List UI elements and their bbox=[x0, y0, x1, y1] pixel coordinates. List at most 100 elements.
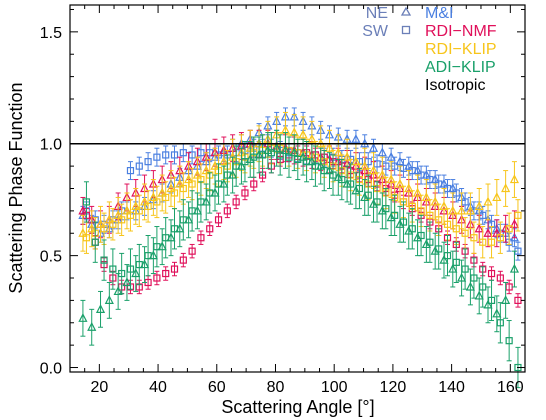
data-point-square bbox=[496, 319, 504, 327]
data-point-square bbox=[153, 198, 161, 206]
x-tick-label: 80 bbox=[267, 379, 285, 396]
data-point-triangle bbox=[404, 183, 414, 193]
data-point-square bbox=[82, 234, 91, 242]
data-point-square bbox=[373, 198, 381, 206]
data-point-square bbox=[126, 211, 135, 219]
data-point-square bbox=[223, 207, 231, 215]
data-point-triangle bbox=[289, 147, 299, 157]
data-point-triangle bbox=[131, 268, 141, 278]
data-point-square bbox=[417, 207, 425, 215]
data-point-square bbox=[355, 184, 364, 193]
data-point-triangle bbox=[360, 160, 370, 170]
data-point-square bbox=[373, 160, 381, 168]
x-tick-label: 140 bbox=[438, 379, 465, 396]
data-point-square bbox=[82, 198, 91, 206]
data-point-triangle bbox=[87, 321, 97, 331]
x-tick-label: 160 bbox=[497, 379, 524, 396]
legend-series-label: M&I bbox=[425, 5, 453, 22]
data-point-triangle bbox=[483, 227, 493, 237]
data-point-square bbox=[170, 265, 179, 273]
data-point-square bbox=[109, 265, 117, 273]
data-point-square bbox=[153, 153, 161, 161]
y-tick-label: 1.0 bbox=[40, 137, 62, 154]
data-point-triangle bbox=[404, 225, 414, 235]
data-point-triangle bbox=[280, 145, 291, 155]
data-point-square bbox=[461, 265, 469, 273]
data-point-square bbox=[514, 296, 522, 304]
data-point-square bbox=[496, 274, 504, 282]
data-point-triangle bbox=[439, 254, 449, 264]
data-point-triangle bbox=[412, 232, 423, 242]
data-point-triangle bbox=[448, 263, 458, 273]
data-point-triangle bbox=[483, 196, 493, 206]
data-point-triangle bbox=[412, 187, 423, 197]
y-tick-label: 1.5 bbox=[40, 25, 62, 42]
data-point-square bbox=[144, 202, 152, 211]
data-point-triangle bbox=[122, 277, 132, 287]
legend-triangle-marker bbox=[400, 6, 412, 16]
data-point-square bbox=[135, 207, 143, 215]
data-point-triangle bbox=[386, 174, 396, 184]
data-point-square bbox=[311, 162, 320, 170]
data-point-triangle bbox=[368, 198, 379, 208]
data-point-square bbox=[329, 171, 337, 179]
data-point-square bbox=[487, 269, 496, 278]
legend-series-label: RDI−KLIP bbox=[425, 41, 497, 58]
data-point-square bbox=[170, 151, 179, 159]
data-point-triangle bbox=[351, 156, 361, 166]
data-point-triangle bbox=[465, 281, 475, 291]
legend-series-label: RDI−NMF bbox=[425, 23, 497, 40]
data-point-square bbox=[435, 216, 443, 224]
data-point-triangle bbox=[386, 212, 396, 222]
data-point-square bbox=[206, 225, 214, 233]
data-point-square bbox=[443, 252, 452, 260]
series-adiklip-sw bbox=[82, 132, 522, 389]
data-point-square bbox=[188, 180, 196, 188]
data-point-square bbox=[364, 191, 372, 199]
data-point-square bbox=[153, 274, 161, 282]
data-point-square bbox=[214, 180, 223, 188]
data-point-triangle bbox=[377, 147, 387, 157]
data-point-triangle bbox=[492, 192, 502, 202]
data-point-square bbox=[303, 158, 311, 166]
y-tick-label: 0.5 bbox=[40, 249, 62, 266]
data-point-square bbox=[162, 151, 170, 159]
data-point-square bbox=[470, 234, 478, 242]
y-axis-label: Scattering Phase Function bbox=[6, 82, 26, 293]
data-point-square bbox=[267, 149, 275, 157]
data-point-square bbox=[197, 198, 205, 206]
data-point-square bbox=[479, 238, 487, 246]
data-point-triangle bbox=[333, 147, 343, 157]
data-point-square bbox=[250, 153, 258, 161]
data-point-square bbox=[461, 229, 469, 237]
data-point-triangle bbox=[509, 218, 520, 228]
data-point-square bbox=[100, 225, 108, 233]
data-point-triangle bbox=[474, 201, 484, 211]
data-point-square bbox=[496, 234, 504, 242]
series-layer bbox=[78, 107, 522, 389]
data-point-triangle bbox=[307, 133, 317, 143]
data-point-square bbox=[241, 189, 249, 197]
data-point-triangle bbox=[421, 239, 431, 249]
data-point-triangle bbox=[351, 185, 361, 195]
legend-series-label: ADI−KLIP bbox=[425, 59, 496, 76]
data-point-triangle bbox=[501, 183, 511, 193]
axis-layer: 20 40 60 80 100 120 140 160 0.0 0.5 1.0 1.5 bbox=[40, 4, 526, 396]
data-point-triangle bbox=[298, 129, 308, 139]
data-point-square bbox=[232, 198, 240, 206]
data-point-square bbox=[443, 220, 452, 228]
y-tick-label: 0.0 bbox=[40, 361, 62, 378]
data-point-square bbox=[250, 180, 258, 188]
data-point-square bbox=[188, 151, 196, 159]
data-point-square bbox=[144, 158, 152, 166]
data-point-triangle bbox=[95, 304, 106, 313]
data-point-square bbox=[417, 231, 425, 240]
data-point-square bbox=[452, 225, 460, 233]
data-point-square bbox=[320, 166, 328, 175]
data-point-triangle bbox=[272, 142, 282, 152]
data-point-square bbox=[435, 245, 443, 253]
data-point-square bbox=[135, 162, 143, 170]
data-point-triangle bbox=[104, 295, 114, 304]
